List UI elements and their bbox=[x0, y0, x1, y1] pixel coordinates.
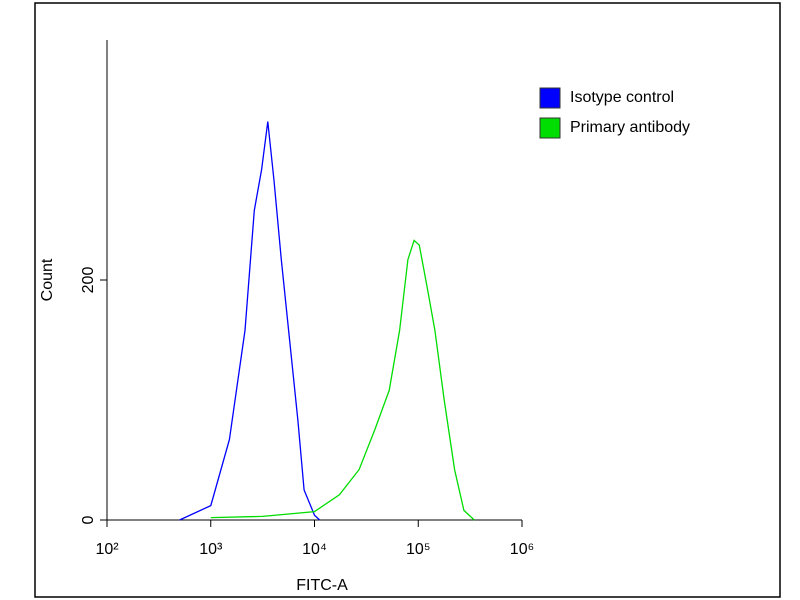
x-tick-label: 10⁶ bbox=[510, 541, 534, 558]
frame bbox=[34, 2, 781, 598]
x-tick-label: 10⁵ bbox=[406, 541, 430, 558]
x-tick-label: 10³ bbox=[199, 541, 223, 558]
series-line bbox=[179, 121, 321, 521]
y-axis-label: Count bbox=[39, 258, 56, 301]
legend-label: Isotype control bbox=[570, 89, 674, 106]
x-tick-label: 10⁴ bbox=[302, 541, 327, 558]
x-axis-label: FITC-A bbox=[296, 577, 348, 594]
legend-swatch bbox=[539, 117, 561, 139]
legend-swatch bbox=[539, 87, 561, 109]
y-tick-label: 0 bbox=[80, 515, 97, 524]
series-line bbox=[210, 239, 475, 521]
x-tick-label: 10² bbox=[95, 541, 119, 558]
y-tick-label: 200 bbox=[80, 267, 97, 294]
legend-label: Primary antibody bbox=[570, 119, 690, 136]
